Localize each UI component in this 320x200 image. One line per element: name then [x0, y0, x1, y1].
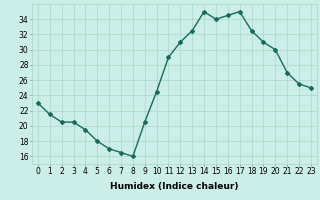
X-axis label: Humidex (Indice chaleur): Humidex (Indice chaleur) [110, 182, 239, 191]
